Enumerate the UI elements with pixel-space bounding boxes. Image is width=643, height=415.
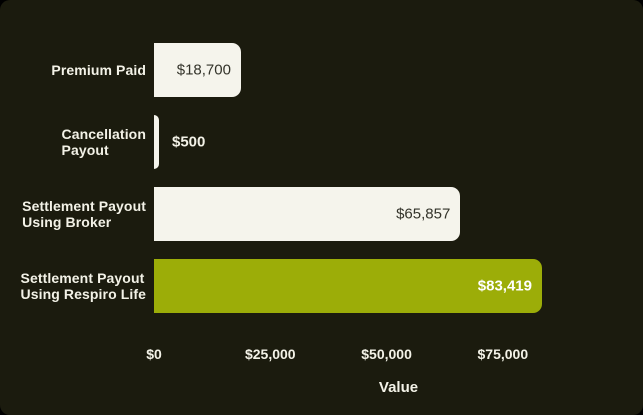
x-axis-ticks: $0 $25,000 $50,000 $75,000 xyxy=(146,346,542,364)
x-tick-label: $50,000 xyxy=(361,346,412,362)
category-label-line: Payout xyxy=(61,142,109,158)
value-label: $83,419 xyxy=(477,277,532,295)
category-label-line: Using Broker xyxy=(22,214,112,230)
bar-row: Settlement Payout Using Broker $65,857 xyxy=(0,178,643,250)
bar[interactable]: $18,700 xyxy=(154,43,241,97)
value-label: $18,700 xyxy=(176,61,231,79)
plot-area: $83,419 xyxy=(154,250,542,322)
category-label-line: Settlement Payout xyxy=(22,197,146,214)
bar-row: Cancellation Payout $500 xyxy=(0,106,643,178)
bar[interactable]: $65,857 xyxy=(154,187,461,241)
category-label: Cancellation Payout xyxy=(0,106,146,178)
plot-area: $18,700 xyxy=(154,34,542,106)
x-axis-title: Value xyxy=(378,379,419,396)
x-tick-label: $0 xyxy=(146,346,162,362)
bar[interactable]: $83,419 xyxy=(154,259,542,313)
x-tick-label: $25,000 xyxy=(244,346,296,362)
category-label: Premium Paid xyxy=(0,34,146,106)
plot-area: $500 xyxy=(154,106,542,178)
category-label: Settlement Payout Using Respiro Life xyxy=(0,250,146,322)
x-tick-label: $75,000 xyxy=(477,346,529,362)
category-label: Settlement Payout Using Broker xyxy=(0,178,146,250)
bar[interactable] xyxy=(154,115,159,169)
plot-area: $65,857 xyxy=(154,178,542,250)
category-label-line: Cancellation xyxy=(61,125,146,142)
bar-row: Premium Paid $18,700 xyxy=(0,34,643,106)
category-label-line: Using Respiro Life xyxy=(20,286,146,302)
value-label: $65,857 xyxy=(396,205,451,223)
category-label-line: Premium Paid xyxy=(51,61,146,78)
value-label: $500 xyxy=(172,133,206,151)
bar-row: Settlement Payout Using Respiro Life $83,4… xyxy=(0,250,643,322)
category-label-line: Settlement Payout xyxy=(20,269,145,286)
